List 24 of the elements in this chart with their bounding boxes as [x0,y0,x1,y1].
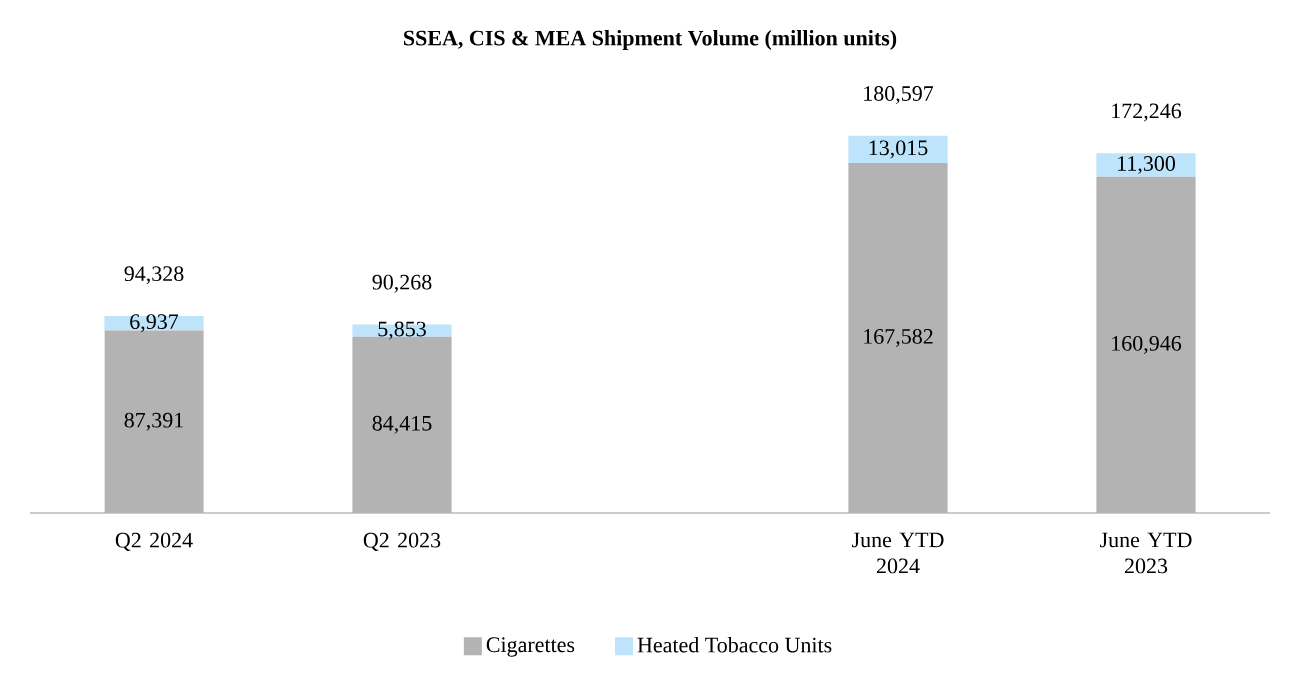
bar [848,162,948,513]
total-label: 180,597 [864,86,934,105]
data-label: 11,300 [1118,156,1176,175]
legend-label: Cigarettes [486,637,575,657]
x-tick-label: Q2 2023 [363,532,441,551]
x-tick-label: June YTD 2024 [852,532,944,574]
total-label: 94,328 [124,266,184,285]
data-label: 87,391 [124,412,183,431]
bar [104,330,204,513]
data-label: 5,853 [378,321,426,340]
x-tick-label: June YTD 2023 [1100,532,1192,574]
chart-title: SSEA, CIS & MEA Shipment Volume (million units) [404,30,897,50]
bar [1096,176,1196,513]
total-label: 90,268 [372,274,432,293]
data-label: 13,015 [869,140,928,159]
total-label: 172,246 [1112,103,1182,122]
x-tick-label: Q2 2024 [115,532,193,551]
data-label: 6,937 [130,314,179,333]
bar [1096,153,1196,177]
data-label: 160,946 [1112,335,1182,354]
data-label: 84,415 [372,415,432,434]
data-label: 167,582 [864,328,933,347]
legend-label: Heated Tobacco Units [637,637,832,653]
bar [848,135,948,163]
